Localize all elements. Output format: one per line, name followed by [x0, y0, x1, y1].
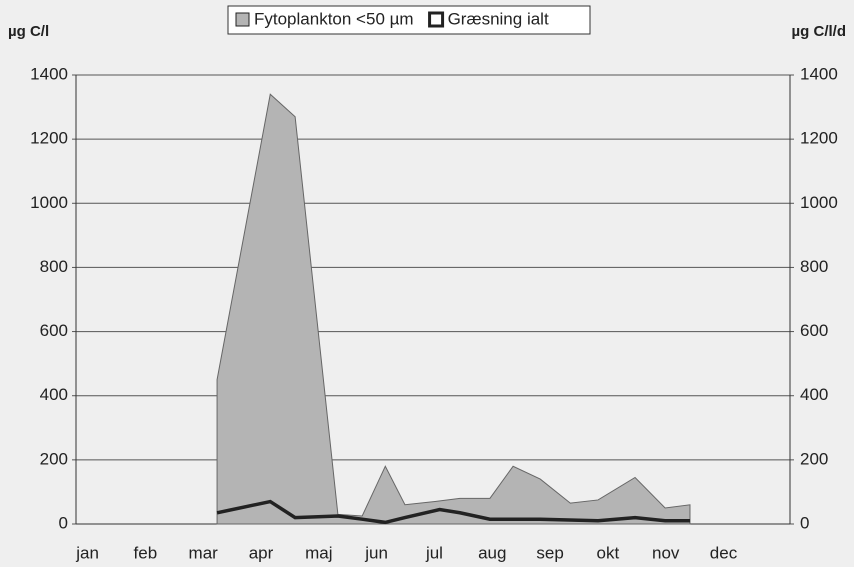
y2-tick-label: 1000: [800, 193, 838, 212]
x-tick-label: jul: [425, 543, 443, 562]
x-tick-label: aug: [478, 543, 506, 562]
x-tick-label: apr: [249, 543, 274, 562]
legend-swatch: [428, 11, 445, 28]
y-tick-label: 0: [59, 513, 68, 532]
y-tick-label: 200: [40, 449, 68, 468]
legend-label: Fytoplankton <50 µm: [254, 9, 414, 28]
y-tick-label: 1200: [30, 129, 68, 148]
y-tick-label: 400: [40, 385, 68, 404]
y2-tick-label: 200: [800, 449, 828, 468]
legend-label: Græsning ialt: [448, 9, 549, 28]
y-tick-label: 800: [40, 257, 68, 276]
y2-tick-label: 1200: [800, 129, 838, 148]
x-tick-label: nov: [652, 543, 680, 562]
y-tick-label: 1400: [30, 64, 68, 83]
y-axis-label: µg C/l: [8, 23, 49, 40]
y2-tick-label: 400: [800, 385, 828, 404]
y2-tick-label: 1400: [800, 64, 838, 83]
x-tick-label: mar: [189, 543, 219, 562]
y-tick-label: 1000: [30, 193, 68, 212]
area: [216, 93, 691, 525]
legend-box: [227, 5, 591, 35]
line: [216, 499, 690, 525]
x-tick-label: maj: [305, 543, 332, 562]
x-tick-label: jun: [364, 543, 388, 562]
x-tick-label: feb: [134, 543, 158, 562]
y2-tick-label: 0: [800, 513, 809, 532]
x-tick-label: sep: [536, 543, 563, 562]
x-tick-label: okt: [597, 543, 620, 562]
y-tick-label: 600: [40, 321, 68, 340]
y2-tick-label: 800: [800, 257, 828, 276]
y2-tick-label: 600: [800, 321, 828, 340]
legend-swatch: [235, 12, 250, 27]
x-tick-label: dec: [710, 543, 738, 562]
y2-axis-label: µg C/l/d: [792, 23, 846, 40]
x-tick-label: jan: [75, 543, 99, 562]
